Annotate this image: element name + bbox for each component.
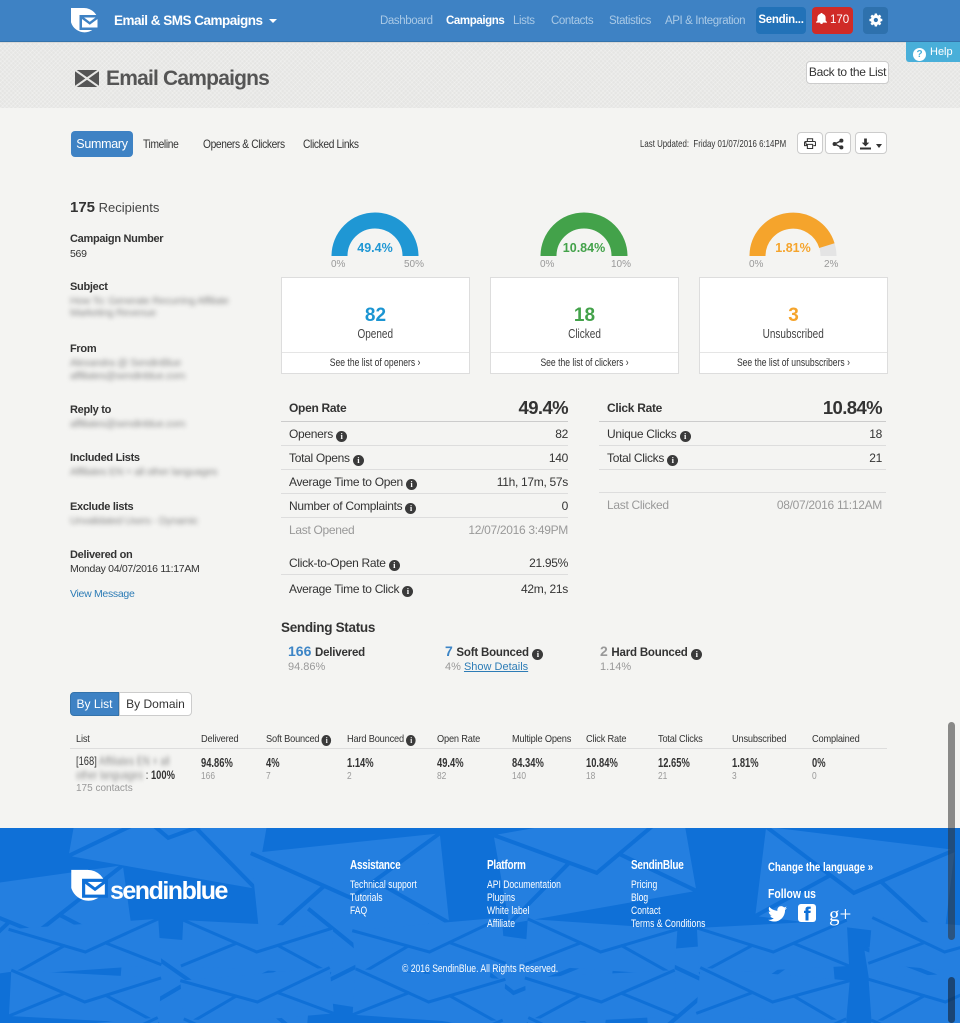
svg-text:10.84%: 10.84%	[563, 241, 605, 255]
svg-text:1.81%: 1.81%	[775, 241, 810, 255]
svg-text:49.4%: 49.4%	[357, 241, 392, 255]
